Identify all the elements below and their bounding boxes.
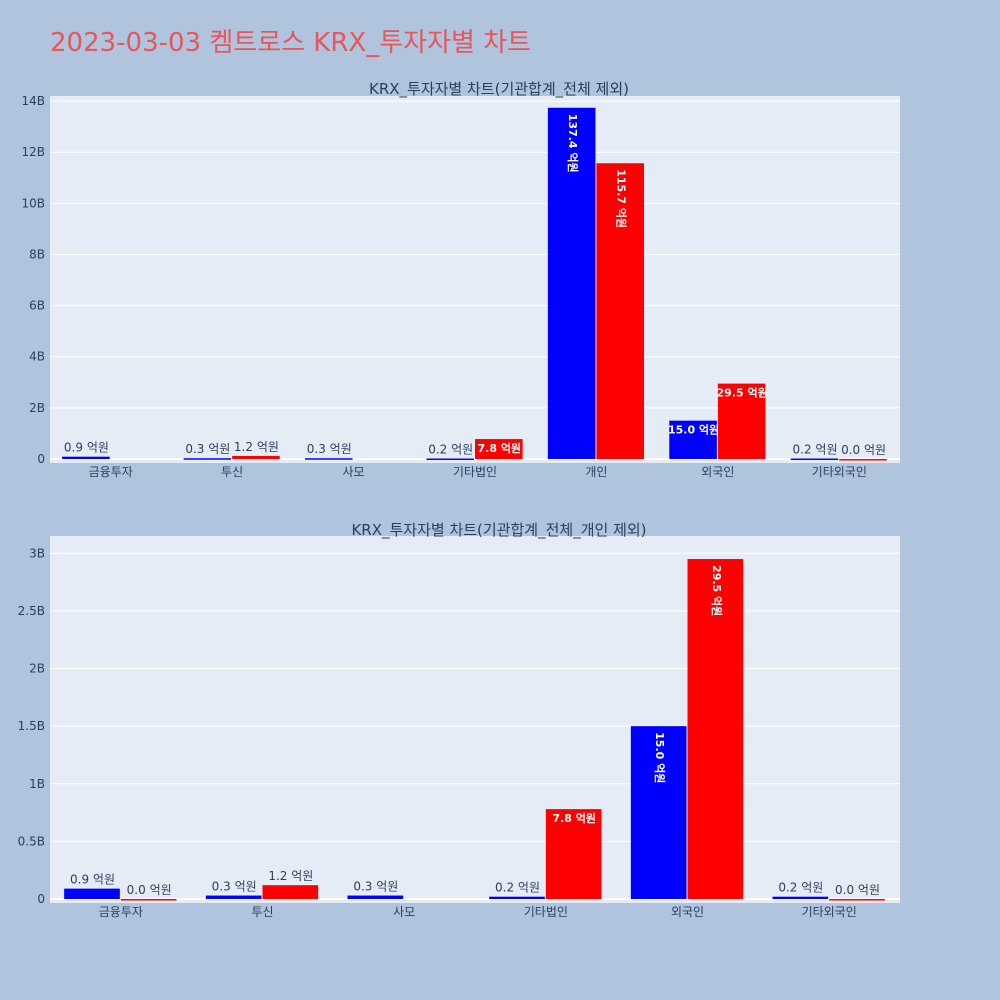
data-label: 0.0 억원 <box>835 883 880 897</box>
chart-title-1: KRX_투자자별 차트(기관합계_전체 제외) <box>369 80 629 99</box>
data-label: 137.4 억원 <box>566 114 580 173</box>
buy-bar <box>772 896 829 899</box>
data-label: 7.8 억원 <box>478 441 522 455</box>
buy-bar <box>347 895 404 899</box>
y-tick-label: 4B <box>29 350 45 364</box>
sell-bar <box>120 899 177 901</box>
chart-title-2: KRX_투자자별 차트(기관합계_전체_개인 제외) <box>351 521 646 540</box>
sell-bar <box>687 559 744 899</box>
buy-bar <box>426 458 474 460</box>
x-tick-label: 외국인 <box>671 905 704 919</box>
data-label: 29.5 억원 <box>717 386 768 400</box>
x-tick-label: 사모 <box>343 465 365 479</box>
chart-main-title: 2023-03-03 켐트로스 KRX_투자자별 차트 <box>50 28 532 58</box>
y-tick-label: 3B <box>29 546 45 560</box>
data-label: 0.3 억원 <box>307 442 352 456</box>
sell-bar <box>232 455 280 459</box>
data-label: 0.9 억원 <box>64 441 109 455</box>
data-label: 0.9 억원 <box>70 873 115 887</box>
buy-bar <box>183 458 232 460</box>
y-tick-label: 0 <box>37 892 45 906</box>
y-tick-label: 8B <box>29 247 45 261</box>
data-label: 29.5 억원 <box>710 565 724 616</box>
data-label: 0.3 억원 <box>353 880 398 894</box>
y-tick-label: 6B <box>29 299 45 313</box>
data-label: 0.3 억원 <box>212 880 257 894</box>
data-label: 15.0 억원 <box>668 423 719 437</box>
buy-bar <box>305 458 353 460</box>
buy-bar <box>62 456 110 459</box>
data-label: 7.8 억원 <box>552 811 596 825</box>
buy-bar <box>669 420 717 459</box>
x-tick-label: 사모 <box>393 905 415 919</box>
sell-bar <box>262 885 319 899</box>
sell-bar <box>475 439 523 459</box>
data-label: 0.2 억원 <box>428 442 473 456</box>
buy-bar <box>547 107 596 459</box>
y-tick-label: 12B <box>21 145 45 159</box>
data-label: 115.7 억원 <box>615 169 629 228</box>
data-label: 0.0 억원 <box>841 443 886 457</box>
buy-bar <box>630 726 687 899</box>
x-tick-label: 외국인 <box>701 465 734 479</box>
data-label: 0.2 억원 <box>778 881 823 895</box>
y-tick-label: 2B <box>29 401 45 415</box>
x-tick-label: 투신 <box>251 905 273 919</box>
sell-bar <box>839 459 887 461</box>
y-tick-label: 1.5B <box>18 719 45 733</box>
y-tick-label: 2.5B <box>18 604 45 618</box>
sell-bar <box>545 809 602 899</box>
buy-bar <box>205 895 262 899</box>
sell-bar <box>596 163 644 459</box>
y-tick-label: 1B <box>29 777 45 791</box>
y-tick-label: 0 <box>37 452 45 466</box>
sell-bar <box>829 899 885 901</box>
y-tick-label: 2B <box>29 662 45 676</box>
buy-bar <box>489 896 545 899</box>
y-tick-label: 0.5B <box>18 834 45 848</box>
data-label: 1.2 억원 <box>234 440 279 454</box>
plot-area-2 <box>50 536 900 903</box>
buy-bar <box>790 458 839 460</box>
data-label: 15.0 억원 <box>653 732 667 783</box>
x-tick-label: 투신 <box>221 465 243 479</box>
y-tick-label: 14B <box>21 94 45 108</box>
x-tick-label: 개인 <box>585 465 607 479</box>
data-label: 0.2 억원 <box>793 442 838 456</box>
x-tick-label: 기타법인 <box>524 905 568 919</box>
y-tick-label: 10B <box>21 196 45 210</box>
data-label: 0.0 억원 <box>127 883 172 897</box>
x-tick-label: 금융투자 <box>99 905 143 919</box>
data-label: 0.3 억원 <box>185 442 230 456</box>
x-tick-label: 기타외국인 <box>802 905 857 919</box>
x-tick-label: 금융투자 <box>89 465 133 479</box>
sell-bar <box>717 383 766 459</box>
x-tick-label: 기타외국인 <box>812 465 867 479</box>
data-label: 1.2 억원 <box>268 869 313 883</box>
data-label: 0.2 억원 <box>495 881 540 895</box>
buy-bar <box>64 888 120 899</box>
x-tick-label: 기타법인 <box>453 465 497 479</box>
